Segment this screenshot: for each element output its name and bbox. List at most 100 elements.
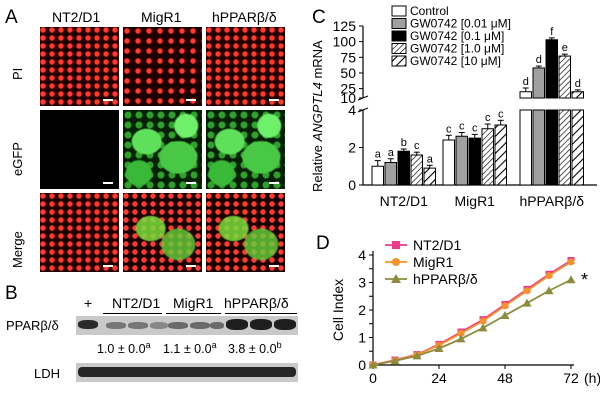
data-point [392, 241, 400, 249]
scale-bar [103, 182, 113, 184]
micrograph-pi-nt2d1 [40, 27, 119, 106]
legend-label: NT2/D1 [413, 237, 461, 253]
data-point [479, 317, 487, 325]
micrograph-pi-migr1 [123, 27, 202, 106]
significance-letter: a [375, 149, 382, 161]
significance-letter: d [575, 78, 581, 90]
legend-label: GW0742 [0.1 μM] [410, 29, 504, 43]
significance-letter: f [550, 26, 554, 38]
bar [442, 139, 455, 186]
data-point [567, 258, 575, 266]
scale-bar [103, 99, 113, 101]
x-category-label: hPPARβ/δ [519, 193, 584, 209]
y-tick-label: 3 [358, 275, 366, 291]
blot-ratio-migr1: 1.1 ± 0.0a [163, 340, 217, 357]
data-point [456, 334, 466, 343]
scale-bar [103, 265, 113, 267]
significance-letter: b [401, 137, 407, 149]
data-point [368, 360, 378, 369]
blot-band [226, 319, 248, 330]
y-tick-label: 75 [340, 49, 356, 65]
bar-upper-part [532, 67, 545, 99]
blot-group-line [103, 313, 162, 314]
legend-label: GW0742 [10 μM] [410, 54, 501, 68]
data-point [566, 275, 576, 284]
blot-group-hppar: hPPARβ/δ [224, 295, 289, 311]
bar [468, 137, 481, 186]
micrograph-merge-hppar [206, 193, 285, 272]
x-category-label: NT2/D1 [380, 193, 428, 209]
series-line [372, 278, 572, 366]
x-tick-label: 24 [431, 370, 447, 386]
data-point [434, 344, 444, 352]
row-label-egfp: eGFP [10, 142, 25, 176]
legend-swatch [391, 55, 407, 67]
blot-group-line [225, 313, 297, 314]
bar-upper-part [519, 91, 532, 99]
x-tick-label: 48 [497, 370, 513, 386]
scale-bar [269, 99, 279, 101]
data-point [412, 351, 422, 360]
y-tick-label: 50 [340, 65, 356, 81]
bar [481, 128, 494, 186]
y-tick-label: 2 [348, 140, 356, 156]
data-point [391, 274, 401, 283]
legend-label: GW0742 [1.0 μM] [410, 42, 504, 56]
bar-lower-part [532, 109, 545, 186]
scale-bar [269, 265, 279, 267]
x-tick-label: 0 [369, 370, 377, 386]
significance-letter: c [459, 121, 465, 133]
micrograph-merge-migr1 [123, 193, 202, 272]
significance-letter: a [427, 153, 434, 165]
blot-band [78, 367, 296, 377]
blot-group-line [166, 313, 221, 314]
legend-swatch [391, 30, 407, 42]
y-axis-label: Relative ANGPTL4 mRNA [310, 40, 325, 192]
panel-d-letter: D [316, 233, 330, 254]
y-tick-label: 10 [340, 90, 356, 106]
y-tick-label: 25 [340, 81, 356, 97]
bar-upper-part [571, 91, 584, 99]
legend-label: GW0742 [0.01 μM] [410, 17, 511, 31]
blot-group-migr1: MigR1 [173, 295, 214, 311]
bar [371, 165, 384, 186]
micrograph-egfp-migr1 [123, 110, 202, 189]
data-point [545, 272, 553, 280]
y-axis-label: Cell Index [330, 279, 346, 341]
data-point [478, 323, 488, 332]
data-point [500, 311, 510, 319]
data-point [392, 258, 400, 266]
col-title-hppar: hPPARβ/δ [212, 9, 277, 25]
bar-upper-part [545, 39, 558, 99]
blot-band [168, 322, 188, 329]
blot-group-nt2d1: NT2/D1 [112, 295, 161, 311]
y-tick-label: 0 [348, 177, 356, 193]
panel-c-letter: C [312, 7, 326, 28]
significance-letter: c [498, 108, 504, 120]
blot-band [106, 322, 126, 329]
y-tick-label: 0 [358, 357, 366, 373]
significance-letter: c [414, 140, 420, 152]
significance-letter: d [536, 54, 542, 66]
blot-lane-plus: + [84, 295, 93, 311]
panel-b-letter: B [5, 283, 18, 304]
blot-band [190, 322, 210, 329]
bar [410, 154, 423, 186]
data-point [544, 286, 554, 295]
blot-band [250, 319, 272, 330]
significance-letter: e [562, 42, 568, 54]
data-point [390, 356, 400, 365]
bar-upper-part [558, 55, 571, 99]
scale-bar [186, 265, 196, 267]
blot-label-ldh: LDH [34, 366, 61, 381]
western-blot-ldh [76, 363, 298, 382]
y-tick-label: 125 [333, 18, 357, 34]
data-point [523, 287, 531, 295]
blot-band [78, 320, 98, 329]
bar [494, 124, 507, 186]
blot-band [150, 322, 168, 329]
bar [397, 150, 410, 186]
row-label-merge: Merge [10, 231, 25, 268]
bar-lower-part [519, 109, 532, 186]
